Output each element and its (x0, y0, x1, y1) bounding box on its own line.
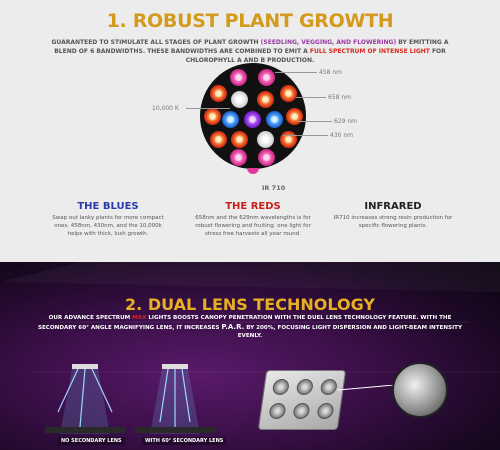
led-red (286, 108, 303, 125)
callout-line (275, 72, 317, 73)
lens-callout-line (338, 385, 395, 391)
led-panel-image (200, 63, 306, 169)
grow-light-fixture-image (257, 370, 347, 430)
led-blue (222, 111, 239, 128)
column-heading-reds: THE REDS (225, 201, 281, 212)
callout-line (186, 108, 230, 109)
label-629nm: 629 nm (334, 118, 358, 125)
led-blue (266, 111, 283, 128)
fixture-led (268, 403, 287, 419)
label-ir710: IR 710 (262, 184, 286, 192)
column-heading-blues: THE BLUES (77, 201, 139, 212)
section-title-dual-lens: 2. DUAL LENS TECHNOLOGY (125, 295, 375, 314)
subtitle-part: OUR ADVANCE SPECTRUM (48, 315, 133, 321)
secondary-lens-closeup-image (392, 362, 448, 418)
label-430nm: 430 nm (330, 132, 354, 139)
fixture-led (271, 379, 290, 395)
column-infrared: INFRARED IR710 increases strong resin pr… (333, 201, 453, 230)
led-red (210, 131, 227, 148)
section-subtitle-dual-lens: OUR ADVANCE SPECTRUM MAX LIGHTS BOOSTS C… (30, 314, 470, 341)
led-red (280, 131, 297, 148)
section-title-plant-growth: 1. ROBUST PLANT GROWTH (106, 10, 394, 32)
ir-led (247, 168, 259, 174)
led-white (257, 131, 274, 148)
column-heading-infrared: INFRARED (364, 201, 422, 212)
led-red (210, 85, 227, 102)
led-red (280, 85, 297, 102)
led-red (204, 108, 221, 125)
label-10000k: 10,000 K (152, 105, 179, 112)
column-reds: THE REDS 658nm and the 629nm wavelengths… (193, 201, 313, 238)
led-pink (230, 69, 247, 86)
subtitle-part: LIGHTS BOOSTS CANOPY PENETRATION WITH TH… (37, 315, 452, 331)
fixture-led (319, 379, 338, 395)
subtitle-part: FOR CHLOROPHYLL A AND B PRODUCTION. (185, 48, 446, 64)
led-red (231, 131, 248, 148)
led-pink (258, 149, 275, 166)
column-text-blues: Swap out lanky plants for more compact o… (52, 215, 164, 237)
label-658nm: 658 nm (328, 94, 352, 101)
section-subtitle-plant-growth: GUARANTEED TO STIMULATE ALL STAGES OF PL… (40, 38, 460, 65)
light-spread-no-lens (45, 364, 125, 434)
grow-room-background (0, 262, 500, 434)
led-pink (258, 69, 275, 86)
column-text-infrared: IR710 increases strong resin production … (333, 215, 453, 229)
subtitle-highlight-max: MAX (132, 315, 147, 321)
fixture-led (292, 403, 311, 419)
subtitle-highlight-spectrum: FULL SPECTRUM OF INTENSE LIGHT (309, 48, 430, 55)
light-spread-with-lens (135, 364, 215, 434)
led-pink (230, 149, 247, 166)
led-white (231, 91, 248, 108)
led-purple (244, 111, 261, 128)
column-text-reds: 658nm and the 629nm wavelengths is for r… (195, 215, 311, 237)
callout-line (297, 121, 332, 122)
tag-with-secondary-lens: WITH 60° SECONDARY LENS (142, 437, 227, 445)
subtitle-part: GUARANTEED TO STIMULATE ALL STAGES OF PL… (51, 39, 261, 46)
fixture-led (316, 403, 335, 419)
led-red (257, 91, 274, 108)
tag-no-secondary-lens: NO SECONDARY LENS (58, 437, 125, 445)
fixture-led (295, 379, 314, 395)
callout-line (283, 135, 328, 136)
dual-lens-section (0, 262, 500, 450)
subtitle-part: BY 200%, FOCUSING LIGHT DISPERSION AND L… (237, 324, 463, 340)
subtitle-highlight-stages: (SEEDLING, VEGGING, AND FLOWERING) (260, 39, 397, 46)
subtitle-highlight-par: P.A.R. (221, 322, 245, 331)
column-blues: THE BLUES Swap out lanky plants for more… (48, 201, 168, 238)
subtitle-part: BY EMITTING A BLEND OF 6 BANDWIDTHS. THE… (54, 39, 449, 55)
callout-line (296, 97, 326, 98)
label-458nm: 458 nm (319, 69, 343, 76)
